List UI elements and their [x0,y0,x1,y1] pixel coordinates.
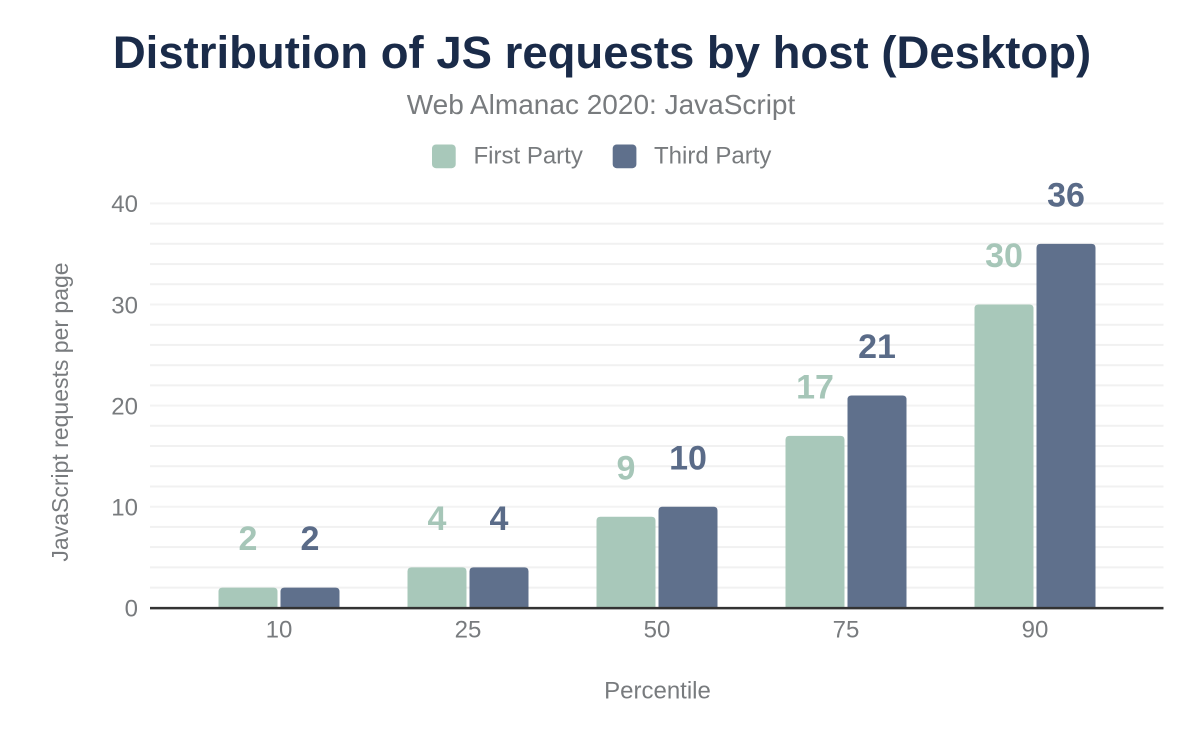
svg-text:Web Almanac 2020: JavaScript: Web Almanac 2020: JavaScript [407,89,796,120]
svg-text:Percentile: Percentile [604,678,711,705]
svg-text:10: 10 [669,439,707,477]
svg-text:30: 30 [985,237,1023,275]
svg-text:First Party: First Party [474,142,583,169]
svg-text:0: 0 [125,596,138,623]
svg-text:90: 90 [1022,617,1049,644]
svg-text:2: 2 [301,520,320,558]
svg-text:10: 10 [111,495,138,522]
svg-text:Third Party: Third Party [654,142,771,169]
svg-text:JavaScript requests per page: JavaScript requests per page [47,262,73,561]
svg-text:17: 17 [796,369,834,407]
svg-text:50: 50 [644,617,671,644]
svg-text:9: 9 [617,449,636,487]
svg-text:25: 25 [455,617,482,644]
svg-text:21: 21 [858,328,896,366]
svg-text:2: 2 [239,520,258,558]
svg-text:40: 40 [111,191,138,218]
svg-text:4: 4 [428,500,447,538]
svg-text:20: 20 [111,393,138,420]
svg-text:36: 36 [1047,176,1085,214]
svg-text:Distribution of JS requests by: Distribution of JS requests by host (Des… [113,27,1091,78]
svg-text:30: 30 [111,292,138,319]
svg-text:75: 75 [833,617,860,644]
svg-text:10: 10 [266,617,293,644]
svg-text:4: 4 [490,500,509,538]
